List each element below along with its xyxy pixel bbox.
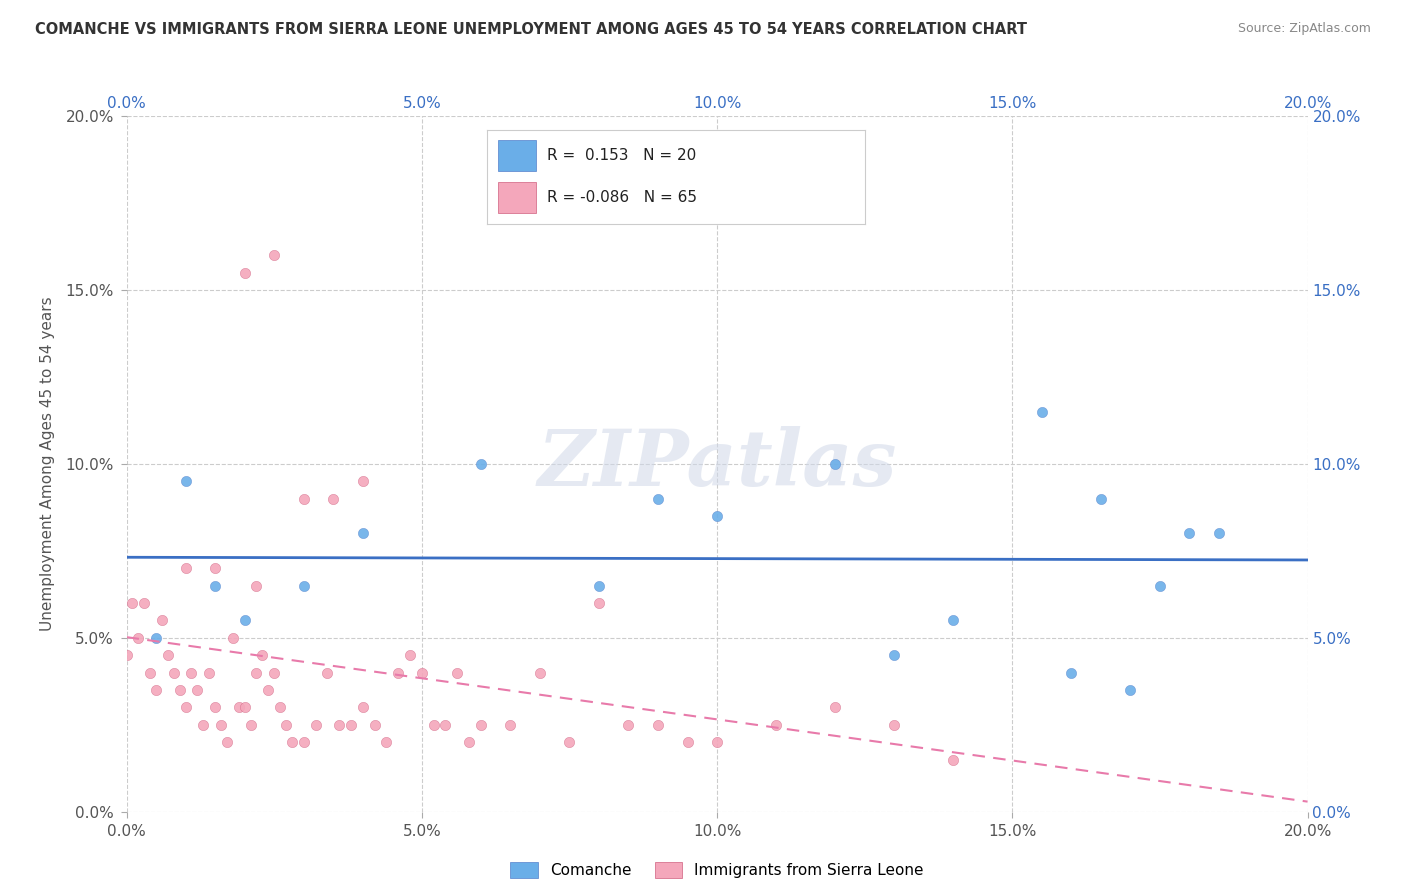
Text: COMANCHE VS IMMIGRANTS FROM SIERRA LEONE UNEMPLOYMENT AMONG AGES 45 TO 54 YEARS : COMANCHE VS IMMIGRANTS FROM SIERRA LEONE… (35, 22, 1028, 37)
Point (322, 491, 344, 506)
Point (588, 578, 610, 592)
Point (352, 526, 374, 541)
Point (375, 735, 398, 749)
Point (706, 508, 728, 523)
Point (458, 735, 481, 749)
Point (215, 735, 238, 749)
Point (233, 700, 256, 714)
Point (470, 457, 492, 471)
Point (127, 631, 149, 645)
Point (269, 700, 291, 714)
Point (399, 648, 422, 662)
Point (233, 614, 256, 628)
Point (558, 735, 581, 749)
Point (239, 717, 262, 731)
Point (252, 648, 274, 662)
Point (263, 665, 285, 680)
Legend: Comanche, Immigrants from Sierra Leone: Comanche, Immigrants from Sierra Leone (505, 856, 929, 884)
Point (1090, 491, 1112, 506)
Point (281, 735, 304, 749)
Point (174, 700, 197, 714)
Text: ZIPatlas: ZIPatlas (537, 425, 897, 502)
Point (263, 248, 285, 262)
Point (145, 683, 167, 698)
Point (647, 491, 669, 506)
Point (163, 665, 186, 680)
Point (174, 561, 197, 575)
Point (387, 665, 409, 680)
Point (316, 665, 339, 680)
Point (706, 735, 728, 749)
Point (204, 561, 226, 575)
Point (942, 614, 965, 628)
Point (1178, 526, 1201, 541)
Point (446, 665, 468, 680)
Point (470, 717, 492, 731)
Point (150, 614, 173, 628)
Point (204, 578, 226, 592)
Y-axis label: Unemployment Among Ages 45 to 54 years: Unemployment Among Ages 45 to 54 years (39, 296, 55, 632)
Point (222, 631, 245, 645)
Point (434, 717, 457, 731)
Point (422, 717, 444, 731)
Point (204, 700, 226, 714)
Point (198, 665, 221, 680)
Point (257, 683, 280, 698)
Point (588, 596, 610, 610)
Point (139, 665, 162, 680)
Point (328, 717, 350, 731)
Point (245, 578, 267, 592)
Point (352, 474, 374, 488)
Point (942, 753, 965, 767)
Point (499, 717, 522, 731)
Point (340, 717, 363, 731)
Point (1031, 405, 1053, 419)
Point (883, 717, 905, 731)
Point (529, 665, 551, 680)
Point (228, 700, 250, 714)
Point (193, 717, 215, 731)
Point (363, 717, 385, 731)
Point (824, 700, 846, 714)
Point (145, 631, 167, 645)
Point (134, 596, 156, 610)
Point (186, 683, 208, 698)
Point (411, 665, 433, 680)
Point (824, 457, 846, 471)
Point (156, 648, 179, 662)
Point (1119, 683, 1142, 698)
Point (1149, 578, 1171, 592)
Point (121, 596, 143, 610)
Point (647, 717, 669, 731)
Point (1208, 526, 1230, 541)
Point (115, 648, 138, 662)
Point (180, 665, 202, 680)
Point (304, 717, 326, 731)
Point (292, 491, 315, 506)
Point (174, 474, 197, 488)
Text: Source: ZipAtlas.com: Source: ZipAtlas.com (1237, 22, 1371, 36)
Point (292, 578, 315, 592)
Point (292, 735, 315, 749)
Point (1060, 665, 1083, 680)
Point (617, 717, 640, 731)
Point (209, 717, 232, 731)
Point (233, 266, 256, 280)
Point (676, 735, 699, 749)
Point (274, 717, 297, 731)
Point (169, 683, 191, 698)
Point (883, 648, 905, 662)
Point (245, 665, 267, 680)
Point (765, 717, 787, 731)
Point (352, 700, 374, 714)
